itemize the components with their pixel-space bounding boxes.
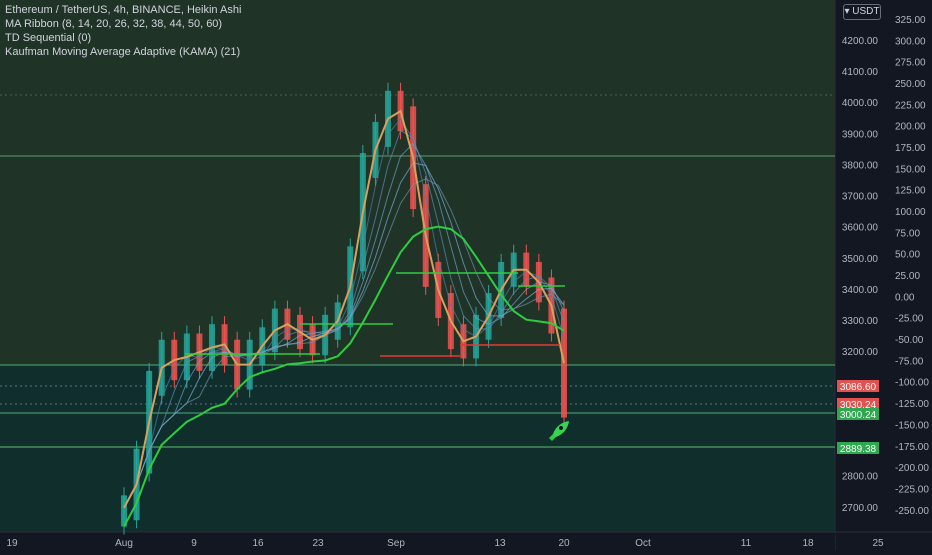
ma-ribbon-line [123, 129, 565, 509]
oscillator-tick-label: 325.00 [895, 15, 926, 26]
oscillator-tick-label: -150.00 [895, 420, 929, 431]
price-tick-label: 3200.00 [842, 347, 879, 358]
x-tick-label: 9 [191, 538, 197, 549]
legend-ma-ribbon: MA Ribbon (8, 14, 20, 26, 32, 38, 44, 50… [5, 18, 223, 30]
oscillator-tick-label: -200.00 [895, 463, 929, 474]
oscillator-tick-label: -125.00 [895, 399, 929, 410]
oscillator-tick-label: 0.00 [895, 292, 915, 303]
x-tick-label: Aug [115, 538, 133, 549]
oscillator-tick-label: 300.00 [895, 36, 926, 47]
oscillator-tick-label: -25.00 [895, 314, 924, 325]
currency-label: USDT [852, 6, 880, 17]
price-tick-label: 2700.00 [842, 503, 879, 514]
price-tick-label: 3500.00 [842, 254, 879, 265]
oscillator-tick-label: -100.00 [895, 378, 929, 389]
oscillator-tick-label: -175.00 [895, 442, 929, 453]
currency-dropdown[interactable]: ▾ USDT [843, 4, 881, 20]
oscillator-tick-label: -225.00 [895, 484, 929, 495]
price-label-box [837, 398, 879, 410]
price-tick-label: 3900.00 [842, 129, 879, 140]
oscillator-tick-label: 125.00 [895, 186, 926, 197]
x-tick-label: Oct [635, 538, 651, 549]
time-axis-panel [0, 532, 835, 550]
price-label-box [837, 380, 879, 392]
price-tick-label: 3300.00 [842, 316, 879, 327]
price-tick-label: 3700.00 [842, 192, 879, 203]
kama-line [123, 109, 565, 509]
x-tick-label: 11 [741, 538, 752, 549]
oscillator-tick-label: 250.00 [895, 79, 926, 90]
price-label-box [837, 442, 879, 454]
oscillator-tick-label: 150.00 [895, 164, 926, 175]
legend: Ethereum / TetherUS, 4h, BINANCE, Heikin… [5, 3, 241, 59]
legend-td-sequential: TD Sequential (0) [5, 32, 92, 44]
x-tick-label: 19 [6, 538, 18, 549]
price-axis-panel [835, 0, 932, 550]
oscillator-tick-label: -50.00 [895, 335, 924, 346]
price-tick-label: 2800.00 [842, 472, 879, 483]
oscillator-tick-label: 200.00 [895, 122, 926, 133]
x-tick-label: 16 [252, 538, 264, 549]
price-tick-label: 3800.00 [842, 160, 879, 171]
candle-body [121, 495, 127, 527]
price-tick-label: 3600.00 [842, 223, 879, 234]
x-tick-label: Sep [387, 538, 405, 549]
legend-title: Ethereum / TetherUS, 4h, BINANCE, Heikin… [5, 4, 242, 16]
oscillator-tick-label: 25.00 [895, 271, 920, 282]
price-tick-label: 4200.00 [842, 36, 879, 47]
oscillator-tick-label: 75.00 [895, 228, 920, 239]
price-label-box [837, 408, 879, 420]
price-label: 3000.24 [840, 410, 877, 421]
chevron-down-icon: ▾ [844, 6, 853, 17]
price-label: 3030.24 [840, 400, 877, 411]
price-tick-label: 3400.00 [842, 285, 879, 296]
slow-ma-line [123, 225, 565, 527]
x-tick-label: 13 [494, 538, 506, 549]
x-tick-label: 23 [312, 538, 324, 549]
oscillator-tick-label: -250.00 [895, 506, 929, 517]
oscillator-tick-label: 100.00 [895, 207, 926, 218]
x-tick-label: 20 [558, 538, 570, 549]
price-label: 3086.60 [840, 382, 877, 393]
rocket-icon [546, 420, 570, 448]
ma-ribbon-line [123, 162, 565, 509]
price-tick-label: 4100.00 [842, 67, 879, 78]
price-tick-label: 4000.00 [842, 98, 879, 109]
x-tick-label: 25 [872, 538, 884, 549]
oscillator-tick-label: 225.00 [895, 100, 926, 111]
x-tick-label: 18 [802, 538, 814, 549]
legend-kama: Kaufman Moving Average Adaptive (KAMA) (… [5, 46, 241, 58]
price-label: 2889.38 [840, 444, 877, 455]
oscillator-tick-label: 275.00 [895, 58, 926, 69]
oscillator-tick-label: -75.00 [895, 356, 924, 367]
oscillator-tick-label: 50.00 [895, 250, 920, 261]
oscillator-tick-label: 175.00 [895, 143, 926, 154]
